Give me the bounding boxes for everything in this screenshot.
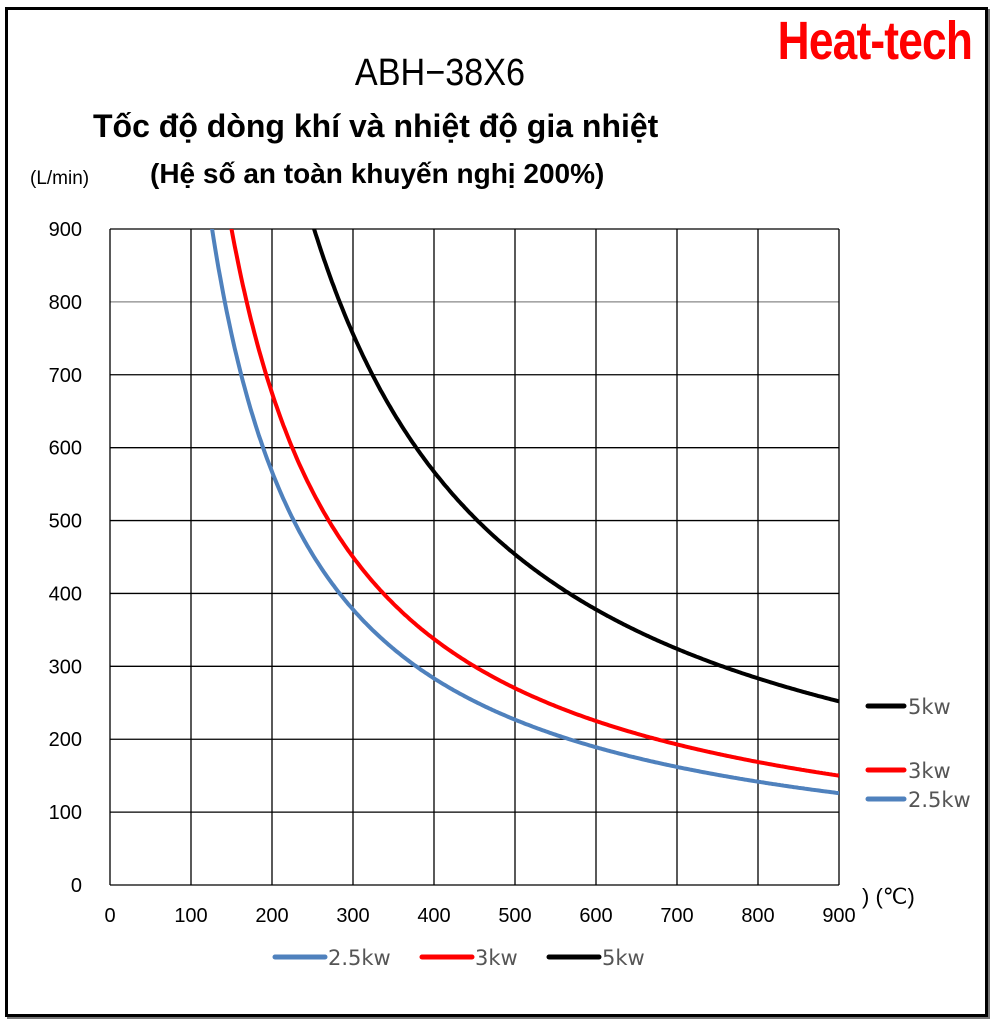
x-tick-label: 500 [498,905,531,927]
y-tick-label: 800 [49,292,82,314]
legend-label: 2.5kw [328,946,391,970]
x-axis-unit: ) (℃) [862,884,915,909]
x-tick-label: 900 [822,905,855,927]
chart-subtitle: Tốc độ dòng khí và nhiệt độ gia nhiệt [93,108,659,144]
y-tick-label: 400 [49,583,82,605]
legend-label: 2.5kw [908,788,971,812]
y-tick-label: 0 [71,875,82,897]
x-tick-label: 100 [174,905,207,927]
y-tick-label: 500 [49,511,82,533]
x-tick-label: 400 [417,905,450,927]
series-line-3kw [229,229,839,778]
series-line-5kw [312,229,839,704]
y-tick-label: 200 [49,729,82,751]
x-tick-label: 600 [579,905,612,927]
legend-label: 5kw [908,695,951,719]
y-tick-label: 100 [49,802,82,824]
y-tick-label: 300 [49,656,82,678]
x-tick-label: 700 [660,905,693,927]
series-line-2_5kw [210,229,839,796]
x-tick-label: 200 [255,905,288,927]
legend-label: 5kw [602,946,645,970]
x-tick-label: 300 [336,905,369,927]
y-axis-unit: (L/min) [30,168,90,189]
x-tick-label: 800 [741,905,774,927]
brand-logo: Heat-tech [777,11,973,71]
x-tick-label: 0 [104,905,115,927]
legend-label: 3kw [475,946,518,970]
chart-subtitle-note: (Hệ số an toàn khuyến nghị 200%) [150,158,605,189]
y-tick-label: 900 [49,219,82,241]
y-tick-label: 600 [49,438,82,460]
y-tick-label: 700 [49,365,82,387]
chart-title: ABH−38X6 [354,52,526,94]
chart-frame [5,7,988,1017]
legend-label: 3kw [908,759,951,783]
